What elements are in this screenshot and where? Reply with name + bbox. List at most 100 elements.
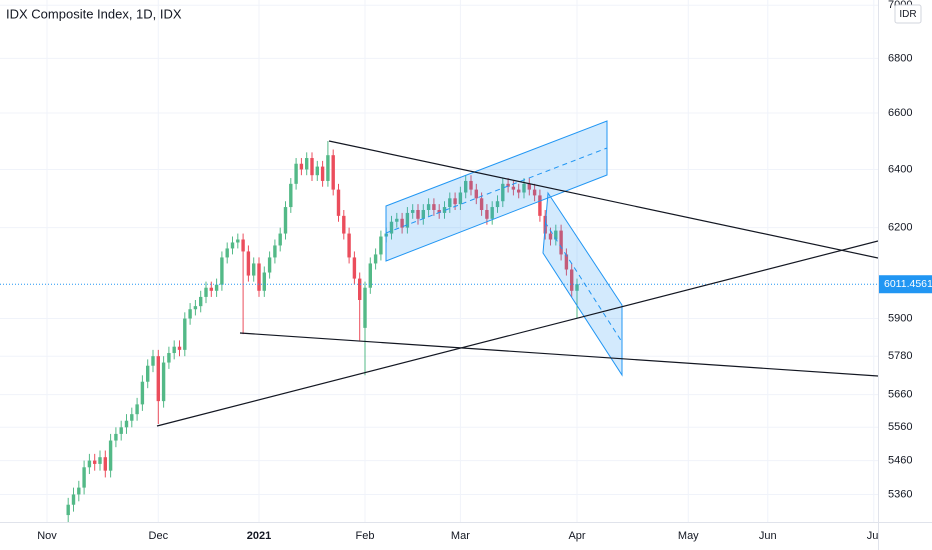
candle-body: [172, 346, 176, 354]
trend-line: [239, 332, 878, 377]
candle-body: [442, 207, 447, 213]
candle-body: [342, 215, 346, 234]
y-tick-label: 5780: [888, 350, 912, 362]
chart-title: IDX Composite Index, 1D, IDX: [6, 6, 182, 21]
candle-body: [373, 254, 378, 264]
candle-body: [93, 460, 97, 464]
candle-body: [108, 440, 113, 471]
currency-label: IDR: [899, 9, 916, 20]
y-tick-label: 5660: [888, 389, 912, 401]
x-tick-label: Jun: [759, 530, 777, 542]
candle-body: [352, 257, 357, 279]
candle-body: [453, 198, 457, 205]
candle-body: [432, 204, 436, 210]
y-tick-label: 5460: [888, 454, 912, 466]
candle-body: [310, 158, 314, 176]
candle-body: [241, 239, 245, 252]
candle-body: [421, 209, 425, 219]
last-price-label: 6011.4561: [884, 278, 932, 290]
candle-body: [405, 212, 410, 228]
candle-body: [209, 287, 213, 291]
candle-body: [564, 254, 569, 270]
candle-body: [490, 207, 494, 219]
candle-body: [479, 198, 484, 210]
candle-body: [230, 242, 235, 249]
candle-body: [199, 296, 203, 307]
channel-midline: [385, 147, 608, 234]
candle-body: [204, 287, 208, 297]
candle-body: [395, 218, 399, 222]
x-tick-label: Mar: [451, 530, 470, 542]
y-tick-label: 6800: [888, 52, 912, 64]
candle-body: [379, 236, 383, 255]
candle-body: [135, 404, 139, 415]
last-price-tag: [879, 275, 932, 294]
candle-body: [527, 183, 531, 190]
candle-body: [464, 180, 468, 193]
candle-body: [389, 221, 394, 234]
drawings: [156, 120, 878, 427]
candle-body: [501, 183, 505, 202]
candle-body: [130, 414, 134, 421]
candle-body: [103, 457, 107, 471]
candle-body: [66, 504, 70, 516]
candle-body: [548, 233, 553, 240]
candle-body: [469, 180, 473, 190]
candle-body: [119, 427, 123, 434]
channel-midline: [544, 221, 623, 343]
candle-body: [267, 257, 272, 273]
candle-body: [336, 189, 341, 216]
x-tick-label: Feb: [356, 530, 375, 542]
y-tick-label: 5900: [888, 312, 912, 324]
candle-body: [331, 155, 335, 190]
candle-body: [294, 163, 298, 184]
x-tick-label: 2021: [247, 530, 271, 542]
candle-body: [87, 460, 92, 468]
candle-body: [320, 166, 325, 181]
candle-body: [257, 263, 261, 291]
candle-body: [214, 284, 219, 291]
candle-body: [82, 467, 86, 488]
candle-body: [146, 365, 150, 382]
candle-body: [161, 362, 166, 402]
candle-body: [183, 318, 187, 350]
y-tick-label: 6400: [888, 163, 912, 175]
candle-body: [156, 356, 160, 402]
candle-body: [363, 287, 367, 328]
candle-body: [532, 189, 537, 196]
candle-body: [236, 239, 240, 243]
candle-body: [278, 233, 282, 246]
candle-body: [506, 183, 510, 187]
candle-body: [246, 251, 251, 276]
candle-body: [559, 230, 563, 255]
candle-body: [570, 269, 574, 291]
candle-body: [289, 183, 293, 208]
candle-body: [193, 306, 198, 310]
candle-body: [177, 346, 182, 350]
time-axis: Nov Dec 2021 Feb Mar Apr May Jun Jul: [37, 530, 878, 542]
candle-body: [98, 457, 102, 464]
falling-channel: [542, 191, 623, 377]
candle-body: [151, 356, 155, 366]
candle-body: [458, 192, 463, 205]
candle-body: [140, 381, 145, 405]
candle-body: [114, 433, 118, 441]
candle-body: [411, 209, 415, 213]
price-axis: 7000680066006400620059005780566055605460…: [879, 0, 932, 500]
candle-body: [554, 230, 558, 240]
candle-body: [485, 209, 489, 219]
candle-body: [400, 218, 404, 228]
candle-body: [448, 198, 452, 208]
currency-badge[interactable]: [894, 4, 922, 24]
candle-body: [273, 245, 277, 258]
x-tick-label: Nov: [37, 530, 57, 542]
x-tick-label: May: [678, 530, 699, 542]
candle-body: [225, 248, 229, 258]
plot-area: [0, 141, 878, 522]
x-tick-label: Dec: [149, 530, 169, 542]
candle-body: [220, 257, 224, 285]
candle-body: [262, 272, 266, 291]
candle-body: [252, 263, 256, 276]
